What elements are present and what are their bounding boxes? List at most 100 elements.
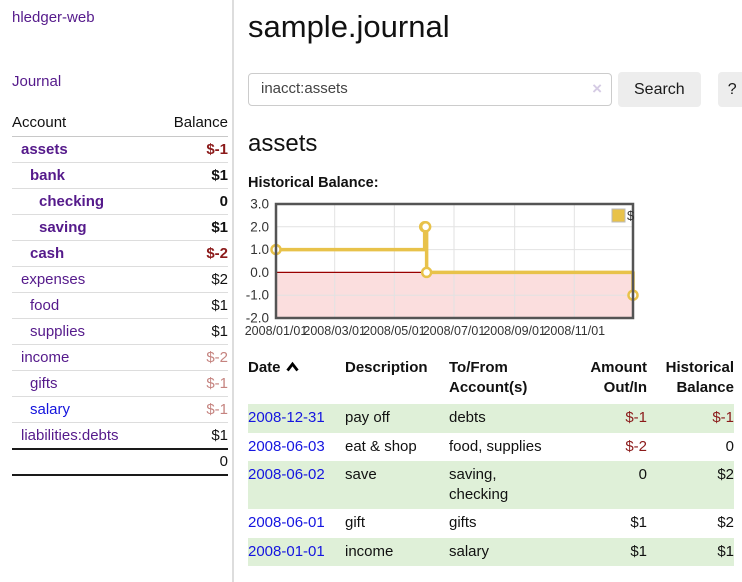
register-header-row: Date Description To/From Account(s) Amou… [248, 355, 734, 405]
account-balance: $-1 [155, 396, 228, 423]
transaction-description: gift [345, 514, 366, 532]
svg-text:2008/09/01: 2008/09/01 [483, 324, 546, 338]
svg-text:2008/05/01: 2008/05/01 [363, 324, 426, 338]
accounts-header-row: Account Balance [12, 111, 228, 137]
svg-text:2008/03/01: 2008/03/01 [303, 324, 366, 338]
journal-link[interactable]: Journal [12, 73, 62, 90]
help-button[interactable]: ? [717, 71, 742, 107]
transaction-description: pay off [345, 409, 390, 427]
transaction-amount: $1 [630, 542, 647, 560]
sidebar-account-link[interactable]: income [21, 349, 70, 366]
account-row: bank $1 [12, 162, 228, 189]
transaction-description: eat & shop [345, 437, 417, 455]
svg-text:2008/11/01: 2008/11/01 [543, 324, 605, 338]
register-table: Date Description To/From Account(s) Amou… [248, 355, 734, 566]
transaction-balance: 0 [725, 437, 734, 455]
account-balance: $2 [155, 266, 228, 293]
account-balance: $1 [155, 292, 228, 319]
account-column-header: Account [12, 111, 156, 137]
account-balance: $1 [155, 162, 228, 189]
transaction-date-link[interactable]: 2008-01-01 [248, 542, 325, 560]
amount-column-header: Amount Out/In [590, 358, 647, 397]
search-button[interactable]: Search [618, 71, 701, 107]
sidebar: hledger-web Journal Account Balance asse… [0, 0, 234, 582]
transaction-amount: $1 [630, 514, 647, 532]
account-balance: $1 [155, 422, 228, 450]
balance-column-header: Balance [155, 111, 228, 137]
sidebar-account-link[interactable]: salary [30, 401, 71, 418]
accounts-total-balance: 0 [155, 449, 228, 476]
transaction-balance: $1 [717, 542, 734, 560]
svg-text:2008/07/01: 2008/07/01 [423, 324, 486, 338]
svg-text:0.0: 0.0 [250, 265, 269, 280]
legend-swatch [611, 208, 626, 223]
sidebar-account-link[interactable]: checking [39, 193, 105, 210]
register-row: 2008-12-31 pay off debts $-1 $-1 [248, 404, 734, 433]
historical-balance-chart[interactable]: $3.0 2.0 1.0 0.0 -1.0 -2.0 2008/01/01 2008/03/0… [245, 196, 734, 340]
account-heading: assets [248, 129, 318, 157]
transaction-date-link[interactable]: 2008-12-31 [248, 409, 325, 427]
account-balance: $-1 [155, 370, 228, 397]
transaction-accounts: debts [449, 409, 486, 427]
account-row: assets $-1 [12, 136, 228, 163]
sidebar-account-link[interactable]: assets [21, 141, 68, 158]
account-row: salary $-1 [12, 396, 228, 423]
transaction-accounts: gifts [449, 514, 477, 532]
sidebar-account-link[interactable]: liabilities:debts [21, 427, 119, 444]
account-balance: $1 [155, 214, 228, 241]
register-row: 2008-06-03 eat & shop food, supplies $-2 0 [248, 433, 734, 461]
search-box: × [248, 72, 612, 106]
transaction-amount: 0 [638, 465, 647, 483]
register-row: 2008-01-01 income salary $1 $1 [248, 537, 734, 566]
balance-column-header-register: Historical Balance [665, 358, 734, 397]
sidebar-account-link[interactable]: gifts [30, 375, 58, 392]
transaction-date-link[interactable]: 2008-06-01 [248, 514, 325, 532]
search-bar: × Search ? [248, 71, 742, 107]
sidebar-account-link[interactable]: expenses [21, 271, 86, 288]
transaction-amount: $-2 [625, 437, 647, 455]
sidebar-account-link[interactable]: food [30, 297, 60, 314]
date-column-header[interactable]: Date [248, 355, 345, 405]
transaction-balance: $2 [717, 514, 734, 532]
app-title-link[interactable]: hledger-web [12, 9, 95, 26]
svg-text:1.0: 1.0 [250, 242, 269, 257]
account-row: food $1 [12, 292, 228, 319]
account-balance: 0 [155, 188, 228, 215]
account-row: supplies $1 [12, 318, 228, 345]
sidebar-account-link[interactable]: supplies [30, 323, 86, 340]
sort-ascending-icon [285, 361, 299, 372]
sidebar-account-link[interactable]: saving [39, 219, 87, 236]
transaction-description: save [345, 465, 377, 483]
sidebar-account-link[interactable]: bank [30, 167, 66, 184]
chart-svg[interactable]: $3.0 2.0 1.0 0.0 -1.0 -2.02008/01/012008/03/0… [245, 196, 734, 340]
account-row: income $-2 [12, 344, 228, 371]
transaction-date-link[interactable]: 2008-06-02 [248, 465, 325, 483]
sidebar-account-link[interactable]: cash [30, 245, 65, 262]
description-column-header: Description [345, 358, 428, 376]
account-balance: $1 [155, 318, 228, 345]
account-row: cash $-2 [12, 240, 228, 267]
register-row: 2008-06-02 save saving, checking 0 $2 [248, 460, 734, 510]
transaction-accounts: salary [449, 542, 490, 560]
chart-title: Historical Balance: [248, 174, 379, 191]
register-row: 2008-06-01 gift gifts $1 $2 [248, 509, 734, 537]
transaction-balance: $-1 [712, 409, 734, 427]
svg-text:2.0: 2.0 [250, 219, 269, 234]
total-spacer [12, 449, 156, 476]
account-balance: $-2 [155, 240, 228, 267]
accounts-column-header: To/From Account(s) [449, 358, 528, 397]
account-row: checking 0 [12, 188, 228, 215]
account-row: expenses $2 [12, 266, 228, 293]
clear-search-icon[interactable]: × [592, 78, 602, 98]
account-row: gifts $-1 [12, 370, 228, 397]
search-input[interactable] [248, 72, 612, 106]
page-title: sample.journal [248, 9, 450, 44]
transaction-accounts: food, supplies [449, 437, 542, 455]
account-row: saving $1 [12, 214, 228, 241]
transaction-amount: $-1 [625, 409, 647, 427]
account-row: liabilities:debts $1 [12, 422, 228, 450]
transaction-date-link[interactable]: 2008-06-03 [248, 437, 325, 455]
accounts-table: Account Balance assets $-1 bank $1 checking 0… [12, 111, 228, 476]
transaction-description: income [345, 542, 394, 560]
accounts-total-row: 0 [12, 449, 228, 476]
